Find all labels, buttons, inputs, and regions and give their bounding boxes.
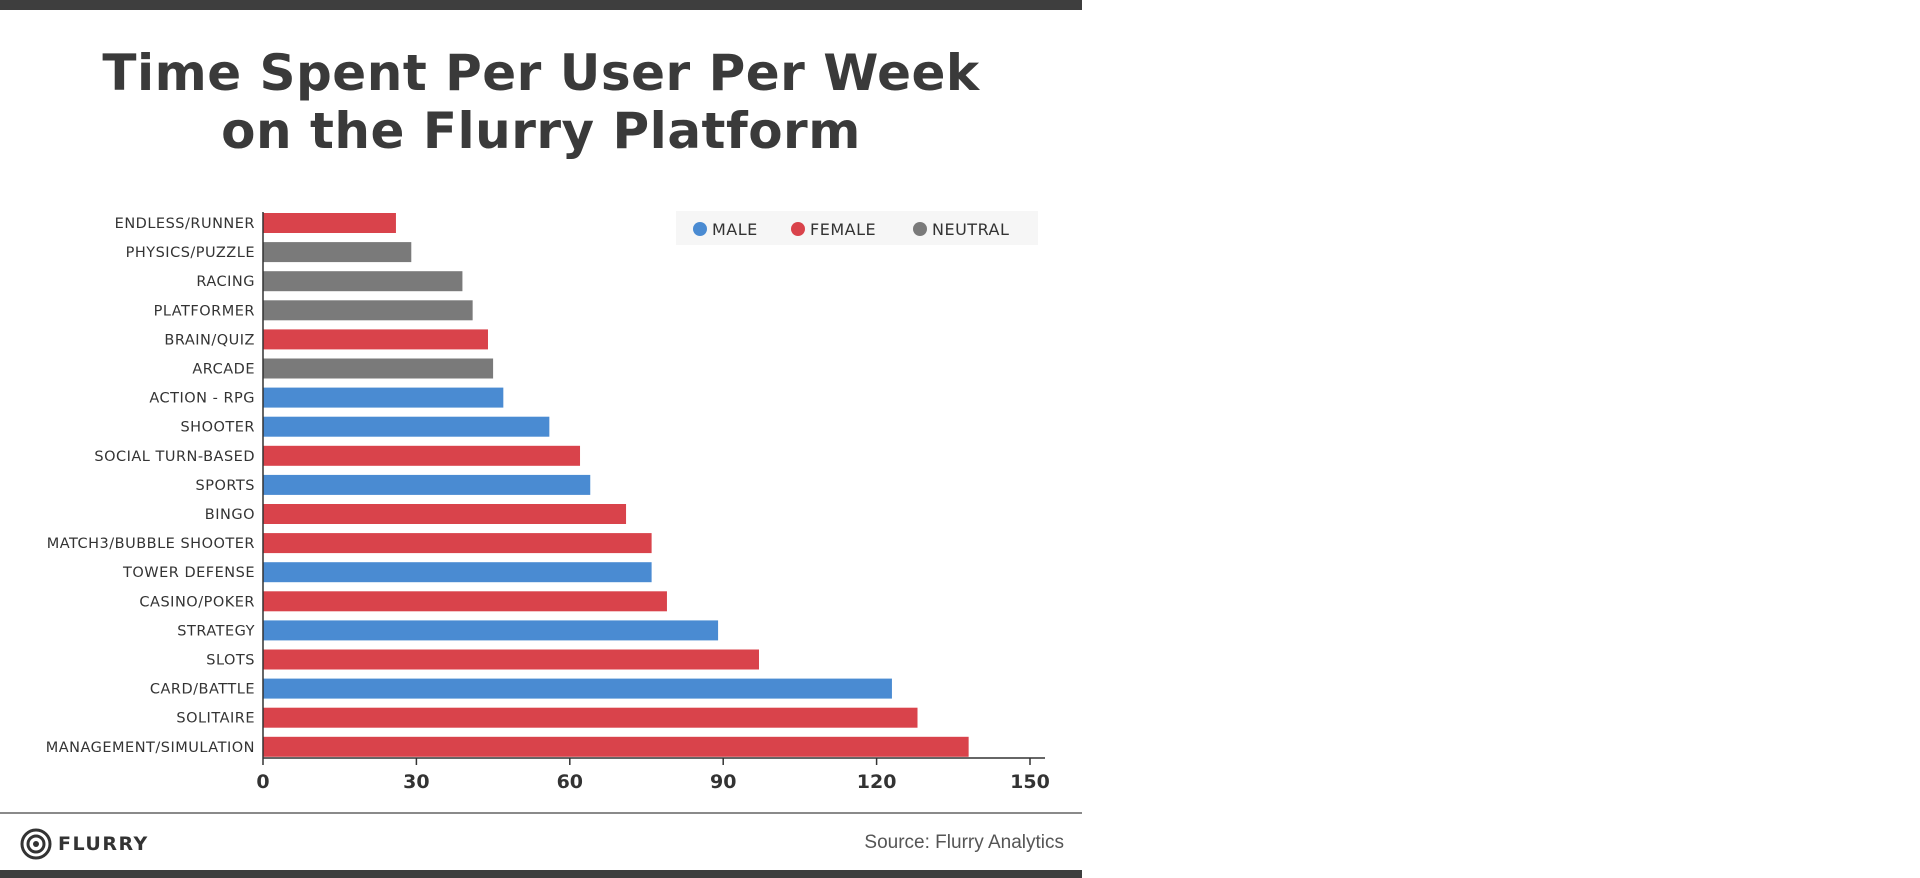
x-tick-label-150: 150	[1010, 771, 1050, 793]
x-tick-label-30: 30	[403, 771, 429, 793]
bar-shooter	[263, 416, 550, 437]
category-label-shooter: SHOOTER	[180, 420, 255, 436]
category-label-tower-defense: TOWER DEFENSE	[122, 565, 255, 581]
legend-label-male: MALE	[712, 220, 758, 239]
bar-physics-puzzle	[263, 242, 412, 263]
bar-sports	[263, 474, 591, 495]
bar-brain-quiz	[263, 329, 488, 350]
legend-marker-male	[693, 222, 707, 236]
top-border	[0, 0, 1082, 10]
category-label-brain-quiz: BRAIN/QUIZ	[164, 332, 255, 348]
category-label-casino-poker: CASINO/POKER	[139, 594, 255, 610]
bar-social-turn-based	[263, 445, 581, 466]
bar-management-simulation	[263, 736, 969, 757]
x-tick-label-0: 0	[256, 771, 269, 793]
footer-divider	[0, 812, 1082, 814]
flurry-logo-icon	[20, 828, 52, 860]
chart-title: Time Spent Per User Per Week on the Flur…	[0, 44, 1082, 160]
source-note: Source: Flurry Analytics	[864, 832, 1064, 853]
bar-slots	[263, 649, 759, 670]
category-label-social-turn-based: SOCIAL TURN-BASED	[94, 449, 255, 465]
chart-legend: MALE FEMALE NEUTRAL	[676, 211, 1038, 245]
bars	[263, 213, 969, 757]
axes: 0 30 60 90 120 150	[256, 212, 1050, 793]
legend-marker-female	[791, 222, 805, 236]
legend-marker-neutral	[913, 222, 927, 236]
bar-chart: MALE FEMALE NEUTRAL ENDLESS/RUNNER PHYSICS/…	[46, 211, 1050, 793]
x-tick-label-120: 120	[857, 771, 897, 793]
flurry-logo: FLURRY	[20, 828, 149, 860]
bar-match3-bubble-shooter	[263, 533, 652, 554]
category-label-match3-bubble-shooter: MATCH3/BUBBLE SHOOTER	[47, 536, 255, 552]
category-label-endless-runner: ENDLESS/RUNNER	[115, 216, 255, 232]
bottom-border	[0, 870, 1082, 878]
bar-platformer	[263, 300, 473, 321]
category-label-management-simulation: MANAGEMENT/SIMULATION	[46, 740, 255, 756]
legend-label-female: FEMALE	[810, 220, 876, 239]
x-tick-label-60: 60	[557, 771, 583, 793]
x-tick-label-90: 90	[710, 771, 736, 793]
category-label-strategy: STRATEGY	[177, 623, 255, 639]
category-labels: ENDLESS/RUNNER PHYSICS/PUZZLE RACING PLATFO…	[46, 216, 255, 756]
legend-label-neutral: NEUTRAL	[932, 220, 1009, 239]
bar-action-rpg	[263, 387, 504, 408]
category-label-physics-puzzle: PHYSICS/PUZZLE	[126, 245, 255, 261]
chart-title-line-1: Time Spent Per User Per Week	[102, 44, 980, 102]
bar-racing	[263, 271, 463, 292]
legend-background	[676, 211, 1038, 245]
category-label-card-battle: CARD/BATTLE	[150, 682, 255, 698]
bar-casino-poker	[263, 591, 667, 612]
category-label-bingo: BINGO	[205, 507, 255, 523]
category-label-action-rpg: ACTION - RPG	[149, 391, 255, 407]
bar-endless-runner	[263, 213, 396, 233]
bar-arcade	[263, 358, 494, 379]
category-label-arcade: ARCADE	[192, 362, 255, 378]
bar-strategy	[263, 620, 719, 641]
bar-tower-defense	[263, 562, 652, 583]
bar-card-battle	[263, 678, 892, 699]
logo-text: FLURRY	[58, 833, 149, 855]
category-label-sports: SPORTS	[196, 478, 255, 494]
category-label-slots: SLOTS	[206, 653, 255, 669]
chart-title-line-2: on the Flurry Platform	[221, 102, 861, 160]
category-label-racing: RACING	[196, 274, 255, 290]
category-label-solitaire: SOLITAIRE	[176, 711, 255, 727]
bar-solitaire	[263, 707, 918, 728]
category-label-platformer: PLATFORMER	[154, 303, 255, 319]
bar-bingo	[263, 504, 627, 524]
